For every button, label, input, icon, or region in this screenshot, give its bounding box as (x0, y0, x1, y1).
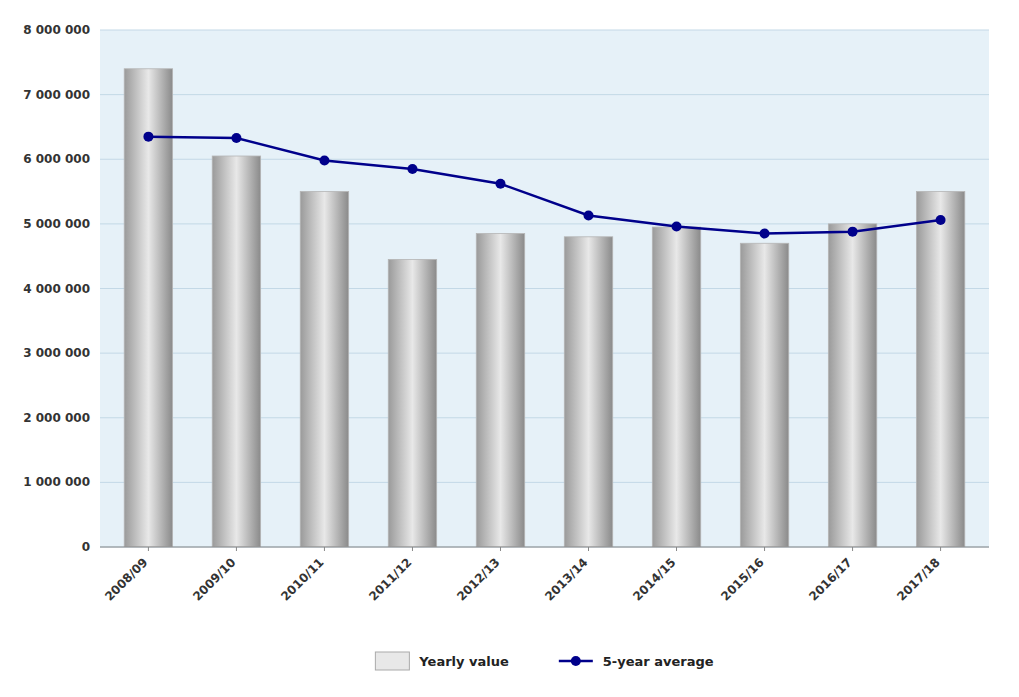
bar (476, 234, 524, 547)
marks (124, 69, 965, 547)
bar (652, 227, 700, 547)
bar (124, 69, 172, 547)
x-tick (412, 547, 413, 551)
x-tick-label: 2015/16 (718, 555, 766, 603)
bar (388, 259, 436, 547)
x-tick-label: 2016/17 (806, 555, 854, 603)
x-tick-label: 2009/10 (190, 555, 238, 603)
grid-line (100, 94, 989, 95)
x-tick (148, 547, 149, 551)
line-marker (584, 210, 594, 220)
plot-background (100, 30, 989, 547)
y-tick-label: 6 000 000 (23, 152, 90, 166)
grid-line (100, 30, 989, 31)
bar (916, 192, 964, 547)
bar (740, 243, 788, 547)
legend-item: Yearly value (375, 652, 509, 670)
y-axis: 0 1 000 000 2 000 000 3 000 000 4 000 000 5 0… (23, 23, 989, 554)
bar (212, 156, 260, 547)
line-marker (319, 156, 329, 166)
x-tick (764, 547, 765, 551)
bar (300, 192, 348, 547)
line-marker (143, 132, 153, 142)
chart: 0 1 000 000 2 000 000 3 000 000 4 000 000 5 0… (0, 0, 1019, 697)
y-tick-label: 0 (82, 540, 90, 554)
x-axis-line (100, 547, 989, 548)
line-marker (936, 215, 946, 225)
x-tick-label: 2011/12 (366, 555, 414, 603)
x-tick (236, 547, 237, 551)
line (148, 137, 940, 234)
x-tick (940, 547, 941, 551)
legend-swatch (375, 652, 409, 670)
x-tick-label: 2008/09 (102, 555, 150, 603)
legend-label: 5-year average (603, 654, 714, 669)
y-tick-label: 1 000 000 (23, 475, 90, 489)
x-tick-label: 2017/18 (894, 555, 942, 603)
grid-line (100, 547, 989, 548)
x-tick-label: 2014/15 (630, 555, 678, 603)
legend: Yearly value 5-year average (375, 652, 713, 670)
legend-label: Yearly value (418, 654, 509, 669)
bar (828, 224, 876, 547)
bar (564, 237, 612, 547)
x-tick (500, 547, 501, 551)
line-marker (760, 229, 770, 239)
y-tick-label: 4 000 000 (23, 282, 90, 296)
line-marker (231, 133, 241, 143)
y-tick-label: 2 000 000 (23, 411, 90, 425)
legend-item: 5-year average (559, 654, 714, 669)
y-tick-label: 5 000 000 (23, 217, 90, 231)
line-marker (495, 179, 505, 189)
x-tick (324, 547, 325, 551)
x-axis: 2008/09 2009/10 2010/11 2011/12 2012/13 2013/… (100, 547, 989, 604)
y-tick-label: 3 000 000 (23, 346, 90, 360)
x-tick-label: 2012/13 (454, 555, 502, 603)
line-marker (407, 164, 417, 174)
x-tick (852, 547, 853, 551)
y-tick-label: 8 000 000 (23, 23, 90, 37)
x-tick (676, 547, 677, 551)
x-tick-label: 2013/14 (542, 555, 590, 603)
legend-marker (571, 656, 581, 666)
line-marker (848, 227, 858, 237)
y-tick-label: 7 000 000 (23, 88, 90, 102)
line-marker (672, 221, 682, 231)
x-tick-label: 2010/11 (278, 555, 326, 603)
x-tick (588, 547, 589, 551)
